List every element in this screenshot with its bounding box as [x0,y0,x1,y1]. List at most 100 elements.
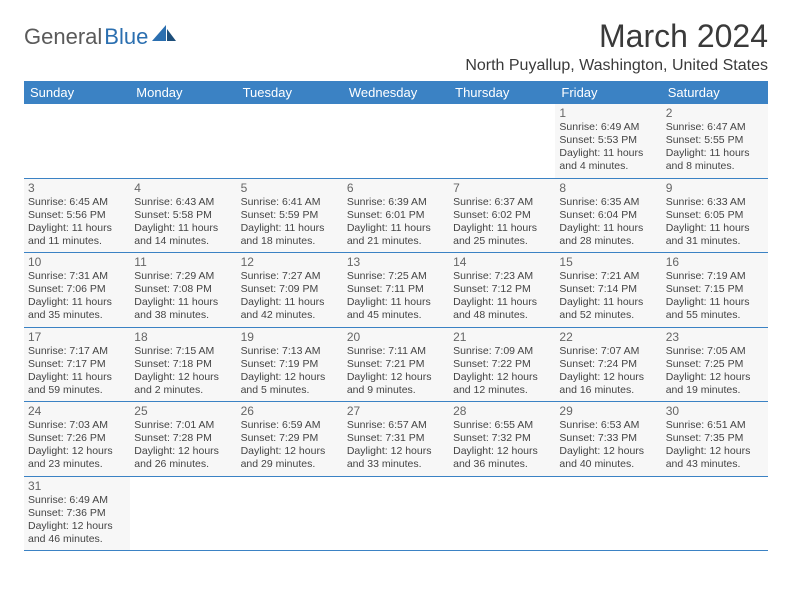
sunrise-line: Sunrise: 6:33 AM [666,196,764,209]
weekday-header-cell: Thursday [449,81,555,104]
calendar-day-cell: 3Sunrise: 6:45 AMSunset: 5:56 PMDaylight… [24,179,130,253]
calendar-week-row: 17Sunrise: 7:17 AMSunset: 7:17 PMDayligh… [24,328,768,403]
day-number: 30 [666,404,764,418]
sunset-line: Sunset: 6:01 PM [347,209,445,222]
daylight-line: Daylight: 11 hours and 8 minutes. [666,147,764,173]
calendar-empty-cell [343,104,449,178]
daylight-line: Daylight: 11 hours and 48 minutes. [453,296,551,322]
day-number: 17 [28,330,126,344]
header: General Blue March 2024 North Puyallup, … [24,18,768,75]
calendar-day-cell: 6Sunrise: 6:39 AMSunset: 6:01 PMDaylight… [343,179,449,253]
sunrise-line: Sunrise: 6:53 AM [559,419,657,432]
sunrise-line: Sunrise: 6:49 AM [28,494,126,507]
calendar-day-cell: 2Sunrise: 6:47 AMSunset: 5:55 PMDaylight… [662,104,768,178]
calendar-week-row: 31Sunrise: 6:49 AMSunset: 7:36 PMDayligh… [24,477,768,552]
sunset-line: Sunset: 7:15 PM [666,283,764,296]
sunrise-line: Sunrise: 6:45 AM [28,196,126,209]
sunrise-line: Sunrise: 6:39 AM [347,196,445,209]
daylight-line: Daylight: 11 hours and 25 minutes. [453,222,551,248]
sunset-line: Sunset: 7:09 PM [241,283,339,296]
day-number: 5 [241,181,339,195]
sunrise-line: Sunrise: 6:37 AM [453,196,551,209]
sunrise-line: Sunrise: 7:13 AM [241,345,339,358]
sunset-line: Sunset: 7:21 PM [347,358,445,371]
sunrise-line: Sunrise: 7:03 AM [28,419,126,432]
sunset-line: Sunset: 7:06 PM [28,283,126,296]
calendar-day-cell: 29Sunrise: 6:53 AMSunset: 7:33 PMDayligh… [555,402,661,476]
day-number: 23 [666,330,764,344]
day-number: 3 [28,181,126,195]
sunrise-line: Sunrise: 7:29 AM [134,270,232,283]
day-number: 10 [28,255,126,269]
sunrise-line: Sunrise: 7:27 AM [241,270,339,283]
logo-text-general: General [24,24,102,50]
daylight-line: Daylight: 12 hours and 16 minutes. [559,371,657,397]
sunset-line: Sunset: 7:17 PM [28,358,126,371]
sunset-line: Sunset: 6:02 PM [453,209,551,222]
sunset-line: Sunset: 7:08 PM [134,283,232,296]
day-number: 18 [134,330,232,344]
calendar-day-cell: 7Sunrise: 6:37 AMSunset: 6:02 PMDaylight… [449,179,555,253]
calendar-empty-cell [130,477,236,551]
day-number: 31 [28,479,126,493]
sunrise-line: Sunrise: 7:25 AM [347,270,445,283]
sunrise-line: Sunrise: 7:23 AM [453,270,551,283]
calendar-day-cell: 13Sunrise: 7:25 AMSunset: 7:11 PMDayligh… [343,253,449,327]
calendar-week-row: 1Sunrise: 6:49 AMSunset: 5:53 PMDaylight… [24,104,768,179]
daylight-line: Daylight: 11 hours and 14 minutes. [134,222,232,248]
daylight-line: Daylight: 11 hours and 52 minutes. [559,296,657,322]
day-number: 20 [347,330,445,344]
calendar-day-cell: 18Sunrise: 7:15 AMSunset: 7:18 PMDayligh… [130,328,236,402]
sunset-line: Sunset: 7:12 PM [453,283,551,296]
calendar-empty-cell [130,104,236,178]
daylight-line: Daylight: 12 hours and 9 minutes. [347,371,445,397]
calendar-week-row: 3Sunrise: 6:45 AMSunset: 5:56 PMDaylight… [24,179,768,254]
daylight-line: Daylight: 12 hours and 5 minutes. [241,371,339,397]
calendar-day-cell: 8Sunrise: 6:35 AMSunset: 6:04 PMDaylight… [555,179,661,253]
weekday-header-cell: Wednesday [343,81,449,104]
weekday-header-cell: Friday [555,81,661,104]
sunset-line: Sunset: 7:29 PM [241,432,339,445]
logo: General Blue [24,24,176,50]
daylight-line: Daylight: 11 hours and 4 minutes. [559,147,657,173]
calendar-empty-cell [237,477,343,551]
sunset-line: Sunset: 7:33 PM [559,432,657,445]
day-number: 26 [241,404,339,418]
calendar-day-cell: 16Sunrise: 7:19 AMSunset: 7:15 PMDayligh… [662,253,768,327]
day-number: 9 [666,181,764,195]
calendar-page: General Blue March 2024 North Puyallup, … [0,0,792,569]
sunset-line: Sunset: 5:55 PM [666,134,764,147]
calendar-week-row: 10Sunrise: 7:31 AMSunset: 7:06 PMDayligh… [24,253,768,328]
calendar-day-cell: 25Sunrise: 7:01 AMSunset: 7:28 PMDayligh… [130,402,236,476]
sunset-line: Sunset: 7:22 PM [453,358,551,371]
sunrise-line: Sunrise: 7:21 AM [559,270,657,283]
daylight-line: Daylight: 12 hours and 19 minutes. [666,371,764,397]
calendar-day-cell: 27Sunrise: 6:57 AMSunset: 7:31 PMDayligh… [343,402,449,476]
day-number: 22 [559,330,657,344]
calendar-day-cell: 23Sunrise: 7:05 AMSunset: 7:25 PMDayligh… [662,328,768,402]
calendar-day-cell: 15Sunrise: 7:21 AMSunset: 7:14 PMDayligh… [555,253,661,327]
calendar-empty-cell [449,104,555,178]
calendar-day-cell: 5Sunrise: 6:41 AMSunset: 5:59 PMDaylight… [237,179,343,253]
sunset-line: Sunset: 7:32 PM [453,432,551,445]
day-number: 14 [453,255,551,269]
day-number: 28 [453,404,551,418]
calendar-day-cell: 24Sunrise: 7:03 AMSunset: 7:26 PMDayligh… [24,402,130,476]
calendar-day-cell: 17Sunrise: 7:17 AMSunset: 7:17 PMDayligh… [24,328,130,402]
sunrise-line: Sunrise: 6:59 AM [241,419,339,432]
sunrise-line: Sunrise: 6:43 AM [134,196,232,209]
sunset-line: Sunset: 7:18 PM [134,358,232,371]
day-number: 12 [241,255,339,269]
sunrise-line: Sunrise: 6:57 AM [347,419,445,432]
sunrise-line: Sunrise: 7:15 AM [134,345,232,358]
sunrise-line: Sunrise: 7:11 AM [347,345,445,358]
calendar-day-cell: 31Sunrise: 6:49 AMSunset: 7:36 PMDayligh… [24,477,130,551]
daylight-line: Daylight: 12 hours and 46 minutes. [28,520,126,546]
calendar-grid: SundayMondayTuesdayWednesdayThursdayFrid… [24,81,768,551]
day-number: 21 [453,330,551,344]
calendar-day-cell: 10Sunrise: 7:31 AMSunset: 7:06 PMDayligh… [24,253,130,327]
sunset-line: Sunset: 7:35 PM [666,432,764,445]
calendar-day-cell: 20Sunrise: 7:11 AMSunset: 7:21 PMDayligh… [343,328,449,402]
daylight-line: Daylight: 11 hours and 45 minutes. [347,296,445,322]
day-number: 4 [134,181,232,195]
